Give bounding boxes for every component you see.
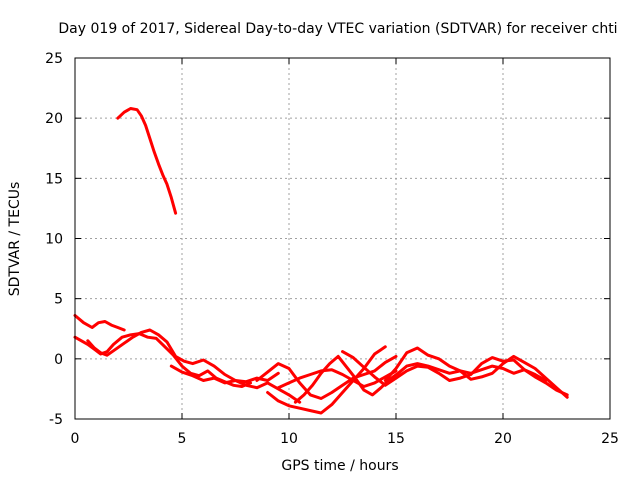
- series-arc-g: [276, 368, 398, 390]
- series-arc-h: [293, 354, 548, 404]
- x-tick-label: 20: [494, 431, 512, 447]
- y-tick-label: 10: [45, 232, 63, 248]
- x-tick-label: 10: [280, 431, 298, 447]
- x-axis-title: GPS time / hours: [281, 458, 398, 474]
- x-tick-label: 0: [71, 431, 80, 447]
- y-tick-label: 25: [45, 51, 63, 67]
- series-arc-e: [255, 354, 398, 400]
- plot-frame: [74, 57, 611, 420]
- x-tick-labels: 0 5 10 15 20 25: [71, 431, 619, 447]
- y-tick-label: 5: [54, 292, 63, 308]
- series-arc-a: [73, 332, 252, 388]
- y-tick-label: -5: [49, 412, 63, 428]
- series-arc-high: [116, 107, 178, 215]
- y-tick-label: 15: [45, 171, 63, 187]
- series-arc-f: [266, 345, 387, 415]
- series-arc-i: [341, 350, 569, 397]
- y-tick-label: 0: [54, 352, 63, 368]
- series-arc-c: [86, 328, 280, 384]
- data-series: [73, 107, 569, 415]
- y-tick-label: 20: [45, 111, 63, 127]
- x-tick-label: 5: [178, 431, 187, 447]
- x-tick-label: 25: [601, 431, 619, 447]
- series-arc-b: [73, 314, 126, 332]
- y-tick-labels: -5 0 5 10 15 20 25: [45, 51, 63, 428]
- y-axis-title: SDTVAR / TECUs: [7, 182, 23, 297]
- series-arc-j: [383, 346, 569, 399]
- chart-title: Day 019 of 2017, Sidereal Day-to-day VTE…: [58, 21, 617, 37]
- x-tick-label: 15: [387, 431, 405, 447]
